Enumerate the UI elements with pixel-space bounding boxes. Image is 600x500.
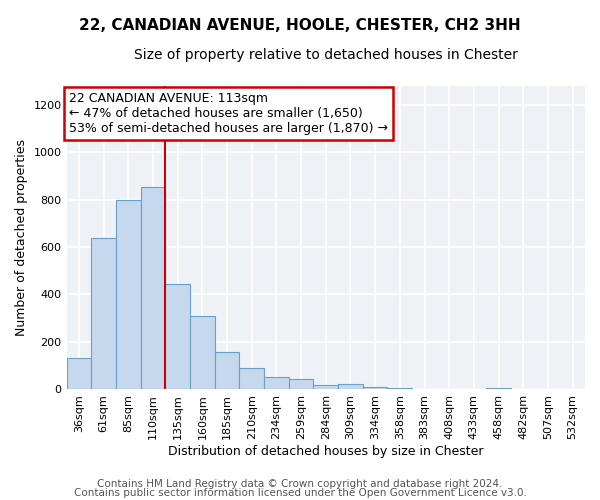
Text: 22, CANADIAN AVENUE, HOOLE, CHESTER, CH2 3HH: 22, CANADIAN AVENUE, HOOLE, CHESTER, CH2… <box>79 18 521 32</box>
Bar <box>338 384 363 389</box>
Y-axis label: Number of detached properties: Number of detached properties <box>15 139 28 336</box>
Text: Contains HM Land Registry data © Crown copyright and database right 2024.: Contains HM Land Registry data © Crown c… <box>97 479 503 489</box>
Bar <box>313 386 338 389</box>
Bar <box>190 316 215 389</box>
Bar <box>486 388 511 389</box>
Bar <box>116 200 140 389</box>
Bar <box>388 388 412 389</box>
Bar <box>239 368 264 389</box>
Bar <box>264 376 289 389</box>
Bar <box>67 358 91 389</box>
Text: Contains public sector information licensed under the Open Government Licence v3: Contains public sector information licen… <box>74 488 526 498</box>
Bar <box>91 238 116 389</box>
Bar <box>215 352 239 389</box>
Bar <box>289 379 313 389</box>
Bar <box>165 284 190 389</box>
Bar <box>363 387 388 389</box>
Text: 22 CANADIAN AVENUE: 113sqm
← 47% of detached houses are smaller (1,650)
53% of s: 22 CANADIAN AVENUE: 113sqm ← 47% of deta… <box>69 92 388 136</box>
Title: Size of property relative to detached houses in Chester: Size of property relative to detached ho… <box>134 48 518 62</box>
Bar <box>140 187 165 389</box>
X-axis label: Distribution of detached houses by size in Chester: Distribution of detached houses by size … <box>168 444 484 458</box>
